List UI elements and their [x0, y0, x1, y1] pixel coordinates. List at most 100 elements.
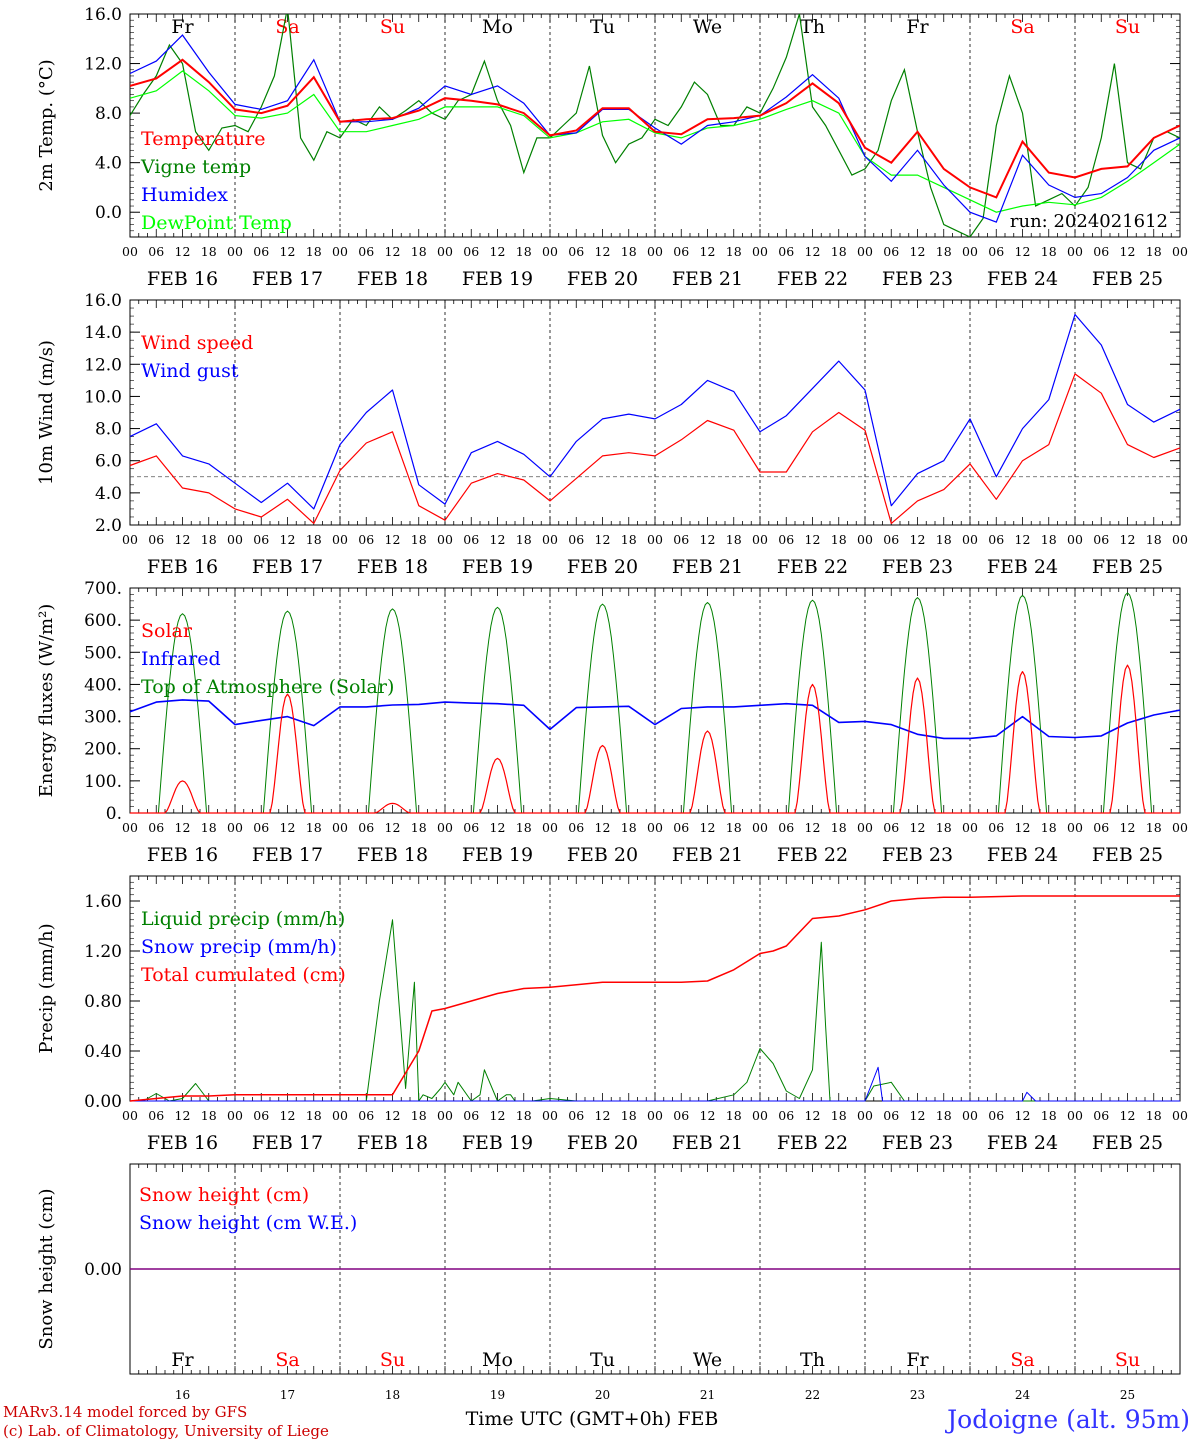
hour-tick-label: 18	[621, 244, 637, 259]
hour-tick-label: 12	[280, 820, 296, 835]
hour-tick-label: 00	[1067, 820, 1083, 835]
hour-tick-label: 18	[516, 820, 532, 835]
legend-entry: Vigne temp	[140, 156, 251, 178]
hour-tick-label: 00	[227, 820, 243, 835]
date-label: FEB 24	[987, 268, 1058, 290]
hour-tick-label: 00	[752, 244, 768, 259]
hour-tick-label: 06	[253, 532, 269, 547]
weekday-label: We	[693, 16, 722, 38]
y-axis-title: Precip (mm/h)	[36, 923, 57, 1053]
hour-tick-label: 12	[280, 244, 296, 259]
weekday-label: Th	[800, 16, 825, 38]
hour-tick-label: 00	[962, 532, 978, 547]
hour-tick-label: 18	[1041, 244, 1057, 259]
date-label: FEB 18	[357, 268, 428, 290]
hour-tick-label: 12	[805, 532, 821, 547]
hour-tick-label: 00	[332, 820, 348, 835]
hour-tick-label: 00	[542, 532, 558, 547]
hour-tick-label: 12	[280, 532, 296, 547]
hour-tick-label: 06	[988, 1108, 1004, 1123]
series-line-vigne-temp	[130, 14, 1180, 237]
y-axis-title: 10m Wind (m/s)	[36, 340, 57, 485]
y-tick-label: 0.	[106, 804, 122, 824]
weekday-label: Su	[1115, 16, 1140, 38]
plot-frame	[129, 13, 1181, 238]
hour-tick-label: 06	[778, 1108, 794, 1123]
hour-tick-label: 06	[358, 532, 374, 547]
hour-tick-label: 00	[122, 1108, 138, 1123]
hour-tick-label: 12	[1015, 532, 1031, 547]
hour-tick-label: 06	[1093, 532, 1109, 547]
series-line-dewpoint-temp	[130, 70, 1180, 213]
date-label: FEB 19	[462, 1132, 533, 1154]
hour-tick-label: 18	[726, 1108, 742, 1123]
date-label: FEB 16	[147, 556, 218, 578]
hour-tick-label: 12	[490, 820, 506, 835]
weekday-label: Su	[380, 1349, 405, 1371]
day-number-label: 24	[1015, 1388, 1031, 1402]
day-number-label: 18	[385, 1388, 400, 1402]
hour-tick-label: 00	[857, 244, 873, 259]
hour-tick-label: 00	[122, 244, 138, 259]
hour-tick-label: 12	[700, 244, 716, 259]
hour-tick-label: 06	[463, 532, 479, 547]
panel-1: 0.0 4.0 8.0 12.0 16.0 2m Temp. (°C) 00 06 12 18 00…	[36, 5, 1188, 290]
weekday-label: Mo	[482, 16, 513, 38]
hour-tick-label: 18	[726, 244, 742, 259]
hour-tick-label: 06	[463, 244, 479, 259]
legend-entry: Wind speed	[141, 332, 253, 354]
hour-tick-label: 06	[883, 532, 899, 547]
series-line-total-cumulated-cm-	[129, 895, 1180, 1102]
hour-tick-label: 00	[332, 1108, 348, 1123]
hour-tick-label: 12	[1015, 1108, 1031, 1123]
date-label: FEB 22	[777, 1132, 848, 1154]
hour-tick-label: 12	[385, 820, 401, 835]
hour-tick-label: 12	[1120, 532, 1136, 547]
hour-tick-label: 12	[490, 244, 506, 259]
legend-entry: Liquid precip (mm/h)	[141, 908, 345, 930]
hour-tick-label: 00	[752, 820, 768, 835]
hour-tick-label: 18	[831, 244, 847, 259]
y-tick-label: 400.	[84, 675, 122, 695]
y-tick-label: 12.0	[84, 355, 122, 375]
date-label: FEB 20	[567, 556, 638, 578]
hour-tick-label: 06	[148, 820, 164, 835]
hour-tick-label: 18	[621, 820, 637, 835]
weekday-label: Tu	[590, 16, 615, 38]
hour-tick-label: 18	[306, 244, 322, 259]
hour-tick-label: 06	[358, 820, 374, 835]
date-label: FEB 21	[672, 268, 743, 290]
day-number-label: 25	[1120, 1388, 1135, 1402]
hour-tick-label: 18	[831, 1108, 847, 1123]
legend-entry: Solar	[141, 620, 193, 642]
date-label: FEB 17	[252, 268, 323, 290]
date-label: FEB 25	[1092, 556, 1163, 578]
hour-tick-label: 18	[621, 532, 637, 547]
date-label: FEB 21	[672, 1132, 743, 1154]
hour-tick-label: 00	[1172, 532, 1188, 547]
hour-tick-label: 18	[1146, 820, 1162, 835]
y-tick-label: 0.40	[84, 1042, 122, 1062]
hour-tick-label: 18	[516, 244, 532, 259]
y-axis-title: 2m Temp. (°C)	[36, 59, 57, 191]
legend-entry: Snow precip (mm/h)	[141, 936, 337, 958]
hour-tick-label: 06	[1093, 1108, 1109, 1123]
hour-tick-label: 06	[673, 244, 689, 259]
hour-tick-label: 18	[831, 820, 847, 835]
hour-tick-label: 12	[385, 532, 401, 547]
hour-tick-label: 06	[358, 244, 374, 259]
hour-tick-label: 06	[988, 532, 1004, 547]
hour-tick-label: 00	[437, 1108, 453, 1123]
hour-tick-label: 18	[411, 532, 427, 547]
hour-tick-label: 06	[673, 820, 689, 835]
weekday-label: Sa	[275, 16, 299, 38]
y-axis-title: Energy fluxes (W/m²)	[36, 604, 57, 798]
hour-tick-label: 18	[201, 820, 217, 835]
hour-tick-label: 12	[175, 244, 191, 259]
legend-entry: Total cumulated (cm)	[141, 964, 346, 986]
series-line-humidex	[130, 34, 1180, 223]
date-label: FEB 22	[777, 556, 848, 578]
panel-4: 0.00 0.40 0.80 1.20 1.60 Precip (mm/h) 00 06 12 1…	[36, 875, 1188, 1154]
y-tick-label: 0.00	[84, 1092, 122, 1112]
hour-tick-label: 06	[673, 1108, 689, 1123]
